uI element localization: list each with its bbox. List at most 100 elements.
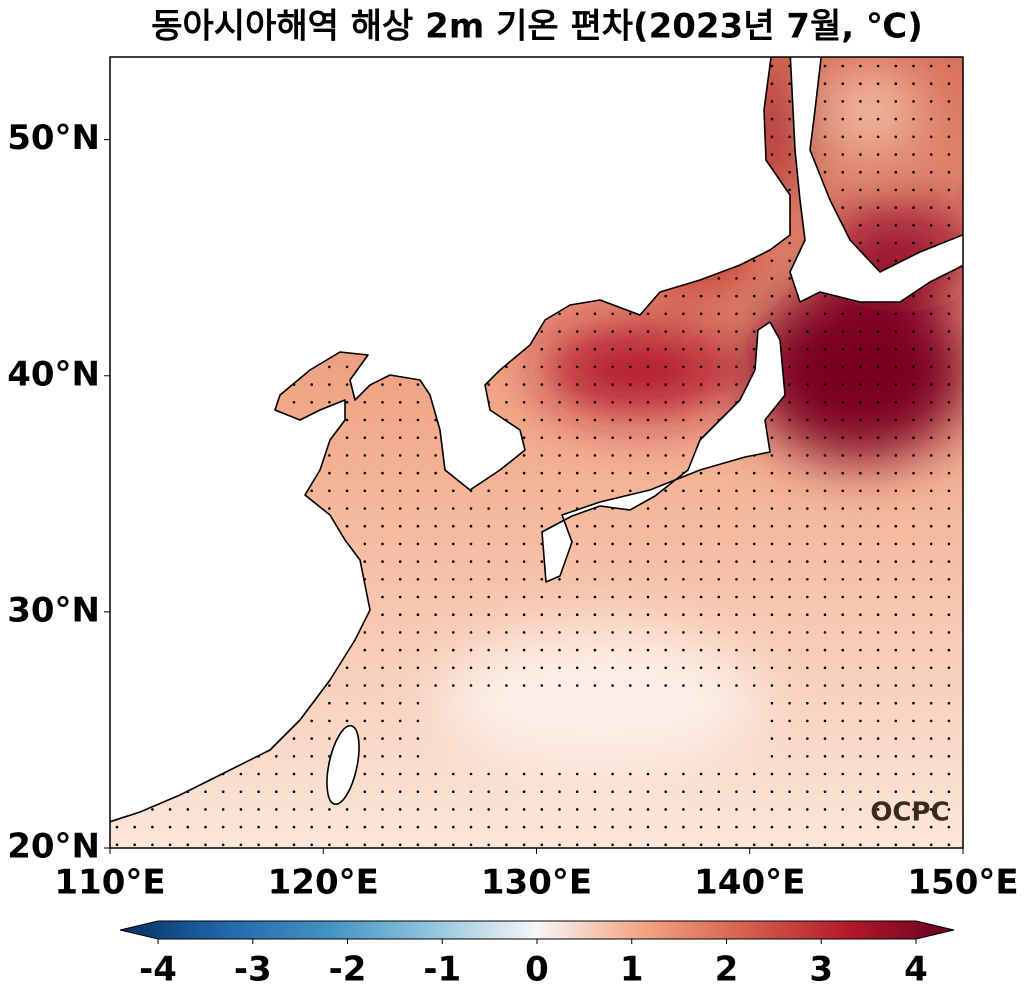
stipple-dot bbox=[310, 401, 314, 404]
stipple-dot bbox=[876, 719, 880, 723]
stipple-dot bbox=[752, 578, 756, 581]
stipple-dot bbox=[806, 524, 809, 528]
stipple-dot bbox=[912, 401, 915, 404]
stipple-dot bbox=[770, 312, 774, 316]
stipple-dot bbox=[894, 153, 898, 156]
stipple-dot bbox=[629, 631, 632, 634]
stipple-dot bbox=[806, 542, 809, 546]
stipple-dot bbox=[699, 825, 703, 829]
stipple-dot bbox=[876, 330, 880, 333]
stipple-dot bbox=[912, 666, 915, 670]
stipple-dot bbox=[947, 489, 951, 493]
stipple-dot bbox=[876, 631, 880, 634]
stipple-dot bbox=[912, 454, 915, 457]
stipple-dot bbox=[345, 701, 349, 705]
stipple-dot bbox=[434, 524, 437, 528]
stipple-dot bbox=[664, 365, 667, 369]
stipple-dot bbox=[823, 454, 827, 457]
stipple-dot bbox=[912, 524, 915, 528]
stipple-dot bbox=[735, 825, 738, 829]
stipple-dot bbox=[947, 100, 951, 103]
stipple-dot bbox=[823, 613, 827, 616]
stipple-dot bbox=[699, 631, 703, 634]
stipple-dot bbox=[629, 489, 632, 493]
stipple-dot bbox=[505, 489, 508, 493]
stipple-dot bbox=[469, 524, 473, 528]
colorbar-body bbox=[119, 920, 955, 940]
stipple-dot bbox=[593, 330, 597, 333]
stipple-dot bbox=[593, 631, 597, 634]
stipple-dot bbox=[752, 666, 756, 670]
stipple-dot bbox=[611, 347, 614, 351]
stipple-dot bbox=[876, 454, 880, 457]
stipple-dot bbox=[345, 524, 349, 528]
stipple-dot bbox=[221, 843, 225, 847]
stipple-dot bbox=[487, 489, 491, 493]
stipple-dot bbox=[912, 347, 915, 351]
stipple-dot bbox=[398, 790, 402, 793]
stipple-dot bbox=[363, 825, 367, 829]
stipple-dot bbox=[398, 631, 402, 634]
stipple-dot bbox=[894, 507, 898, 510]
stipple-dot bbox=[505, 471, 508, 475]
stipple-dot bbox=[575, 365, 579, 369]
stipple-dot bbox=[788, 719, 791, 723]
stipple-dot bbox=[398, 737, 402, 740]
stipple-dot bbox=[363, 701, 367, 705]
stipple-dot bbox=[894, 436, 898, 440]
stipple-dot bbox=[505, 401, 508, 404]
stipple-dot bbox=[788, 578, 791, 581]
stipple-dot bbox=[558, 613, 561, 616]
stipple-dot bbox=[345, 684, 349, 687]
stipple-dot bbox=[558, 454, 561, 457]
stipple-dot bbox=[859, 755, 862, 758]
stipple-dot bbox=[752, 542, 756, 546]
stipple-dot bbox=[823, 383, 827, 386]
stipple-dot bbox=[823, 489, 827, 493]
stipple-dot bbox=[876, 737, 880, 740]
stipple-dot bbox=[629, 524, 632, 528]
stipple-dot bbox=[151, 808, 154, 811]
stipple-dot bbox=[575, 418, 579, 422]
stipple-dot bbox=[328, 684, 331, 687]
stipple-dot bbox=[275, 755, 278, 758]
stipple-dot bbox=[398, 808, 402, 811]
stipple-dot bbox=[929, 701, 933, 705]
stipple-dot bbox=[522, 542, 526, 546]
stipple-dot bbox=[894, 595, 898, 599]
stipple-dot bbox=[664, 347, 667, 351]
stipple-dot bbox=[363, 737, 367, 740]
stipple-dot bbox=[823, 808, 827, 811]
stipple-dot bbox=[381, 790, 384, 793]
stipple-dot bbox=[912, 206, 915, 209]
stipple-dot bbox=[416, 790, 420, 793]
stipple-dot bbox=[558, 808, 561, 811]
stipple-dot bbox=[381, 524, 384, 528]
stipple-dot bbox=[522, 524, 526, 528]
stipple-dot bbox=[452, 489, 455, 493]
stipple-dot bbox=[398, 825, 402, 829]
stipple-dot bbox=[699, 365, 703, 369]
stipple-dot bbox=[806, 595, 809, 599]
stipple-dot bbox=[806, 808, 809, 811]
stipple-dot bbox=[469, 613, 473, 616]
stipple-dot bbox=[664, 631, 667, 634]
stipple-dot bbox=[947, 772, 951, 776]
stipple-dot bbox=[841, 613, 844, 616]
stipple-dot bbox=[345, 401, 349, 404]
stipple-dot bbox=[416, 719, 420, 723]
stipple-dot bbox=[646, 507, 650, 510]
stipple-dot bbox=[823, 825, 827, 829]
stipple-dot bbox=[292, 401, 296, 404]
colorbar-tick-label: -4 bbox=[139, 950, 177, 990]
stipple-dot bbox=[593, 418, 597, 422]
stipple-dot bbox=[859, 542, 862, 546]
stipple-dot bbox=[381, 595, 384, 599]
stipple-dot bbox=[912, 613, 915, 616]
stipple-dot bbox=[381, 772, 384, 776]
stipple-dot bbox=[841, 383, 844, 386]
stipple-dot bbox=[841, 454, 844, 457]
stipple-dot bbox=[664, 790, 667, 793]
stipple-dot bbox=[841, 701, 844, 705]
stipple-dot bbox=[841, 153, 844, 156]
